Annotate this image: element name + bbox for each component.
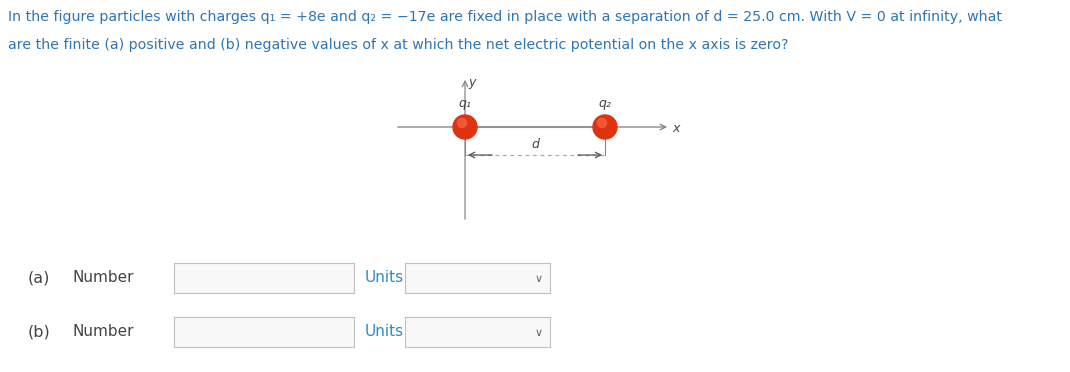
Circle shape xyxy=(458,118,467,128)
Text: q₂: q₂ xyxy=(598,97,611,110)
Circle shape xyxy=(593,115,617,139)
Text: (b): (b) xyxy=(28,324,50,340)
Text: q₁: q₁ xyxy=(459,97,472,110)
Text: ∨: ∨ xyxy=(534,328,542,339)
Text: Units: Units xyxy=(365,324,404,340)
Text: i: i xyxy=(160,271,166,285)
Text: Number: Number xyxy=(72,270,134,285)
Text: i: i xyxy=(160,325,166,339)
Text: d: d xyxy=(531,138,539,151)
Text: (a): (a) xyxy=(28,270,50,285)
Text: ∨: ∨ xyxy=(534,275,542,285)
Circle shape xyxy=(597,118,607,128)
Text: are the finite (a) positive and (b) negative values of x at which the net electr: are the finite (a) positive and (b) nega… xyxy=(7,38,789,52)
Circle shape xyxy=(453,115,477,139)
Text: Units: Units xyxy=(365,270,404,285)
Text: Number: Number xyxy=(72,324,134,340)
Text: In the figure particles with charges q₁ = +8e and q₂ = −17e are fixed in place w: In the figure particles with charges q₁ … xyxy=(7,10,1002,24)
Text: y: y xyxy=(468,76,475,89)
Text: x: x xyxy=(672,122,679,135)
